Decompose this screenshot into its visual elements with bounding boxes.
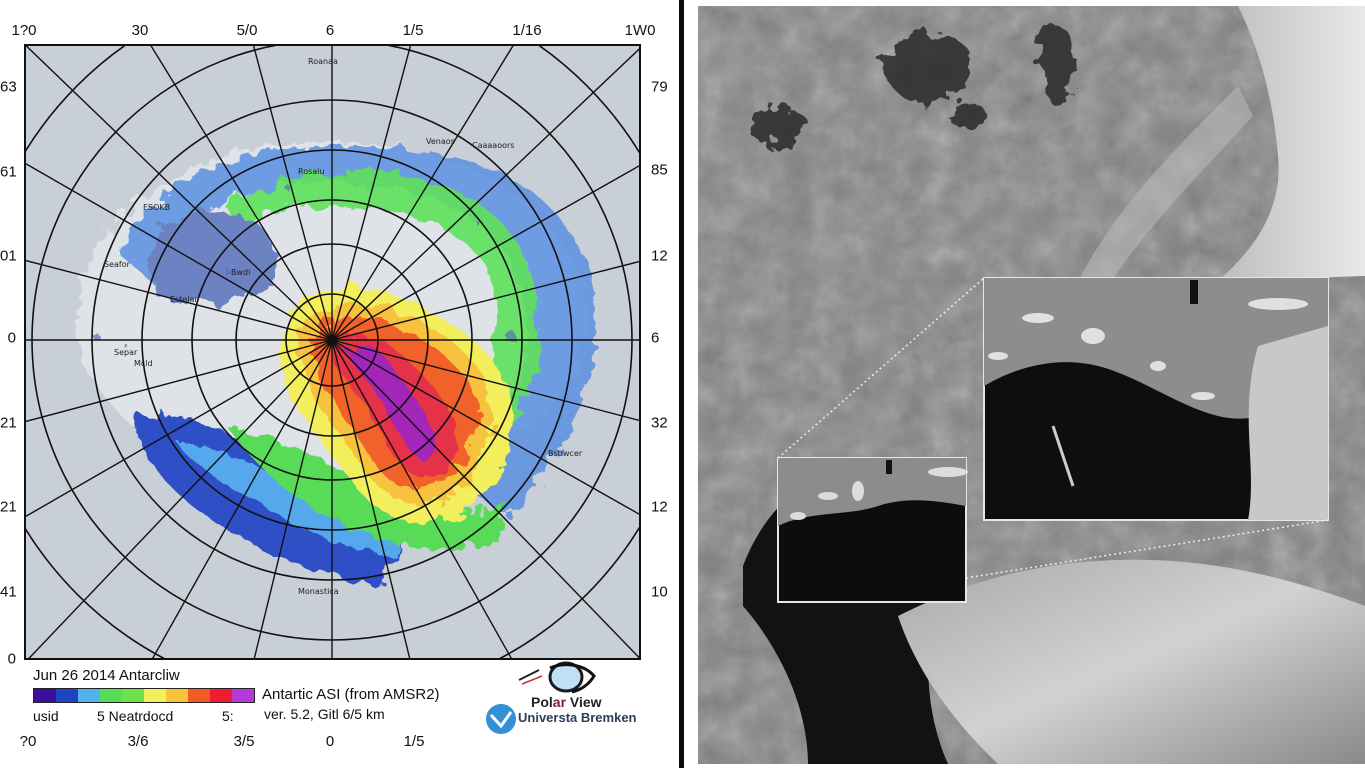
polar-stereographic-map: Roanaa Venaos Caaaaoors Rosaiu ESOKB Sea… [24, 44, 641, 660]
region-label: Bstlwcer [548, 449, 583, 458]
right-tick: 12 [651, 247, 668, 265]
region-label: Bwdi [231, 268, 251, 277]
colorbar-swatch [144, 689, 166, 702]
university-logo-icon [486, 704, 516, 734]
logo-line1: Polar View [531, 694, 602, 710]
region-label: Caaaaoors [472, 141, 515, 150]
region-label: Monastica [298, 587, 339, 596]
top-tick: 1W0 [624, 22, 656, 39]
region-label: Mcld [134, 359, 153, 368]
colorbar-swatch [34, 689, 56, 702]
left-tick: 01 [0, 247, 17, 265]
colorbar-swatch [210, 689, 232, 702]
sea-ice-concentration-field [26, 46, 639, 658]
right-tick: 85 [651, 161, 668, 179]
satellite-sea-ice-image [698, 6, 1365, 764]
top-tick: 1/16 [512, 22, 542, 39]
sea-ice-map-panel: 1?0 30 5/0 6 1/5 1/16 1W0 63 61 01 0 21 … [0, 0, 680, 768]
colorbar-swatch [56, 689, 78, 702]
colorbar-swatch [232, 689, 254, 702]
top-tick: 1?0 [11, 22, 37, 39]
bottom-tick: 1/5 [403, 733, 425, 750]
left-tick: 21 [0, 414, 17, 432]
region-label: Rosaiu [298, 167, 325, 176]
top-tick: 6 [325, 22, 335, 39]
eye-globe-icon [518, 661, 596, 694]
left-tick: 61 [0, 163, 17, 181]
left-tick: 41 [0, 583, 17, 601]
polar-view-logo: Polar View Universta Bremken [484, 660, 654, 734]
bottom-tick: 3/6 [127, 733, 149, 750]
bottom-tick: 0 [325, 733, 335, 750]
small-inset [777, 457, 968, 603]
top-tick: 1/5 [402, 22, 424, 39]
region-label: Seafor [104, 260, 130, 269]
left-tick: 0 [7, 650, 16, 668]
region-label: Roanaa [308, 57, 338, 66]
large-inset [983, 277, 1329, 521]
right-tick: 12 [651, 498, 668, 516]
right-tick: 6 [651, 329, 660, 347]
logo-line2: Universta Bremken [518, 710, 637, 725]
region-label: ESOKB [143, 203, 171, 212]
product-title: Antartic ASI (from AMSR2) [262, 686, 440, 703]
colorbar-label: 5: [222, 708, 234, 724]
region-label: Venaos [426, 137, 455, 146]
panel-divider [679, 0, 684, 768]
left-tick: 21 [0, 498, 17, 516]
right-tick: 79 [651, 78, 668, 96]
top-tick: 5/0 [236, 22, 258, 39]
colorbar-swatch [78, 689, 100, 702]
colorbar [33, 688, 255, 703]
product-subtitle: ver. 5.2, Gitl 6/5 km [264, 706, 385, 722]
left-tick: 63 [0, 78, 17, 96]
bottom-tick: ?0 [19, 733, 37, 750]
right-tick: 10 [651, 583, 668, 601]
colorbar-label: 5 Neatrdocd [97, 708, 174, 724]
satellite-image-panel [698, 6, 1365, 764]
colorbar-swatch [188, 689, 210, 702]
date-caption: Jun 26 2014 Antarcliw [33, 667, 180, 684]
colorbar-label: usid [33, 708, 59, 724]
right-tick: 32 [651, 414, 668, 432]
colorbar-swatch [122, 689, 144, 702]
region-label: Estelar [170, 295, 198, 304]
colorbar-swatch [166, 689, 188, 702]
colorbar-swatch [100, 689, 122, 702]
left-tick: 0 [7, 329, 16, 347]
top-tick: 30 [131, 22, 149, 39]
region-label: Separ [114, 348, 138, 357]
bottom-tick: 3/5 [233, 733, 255, 750]
